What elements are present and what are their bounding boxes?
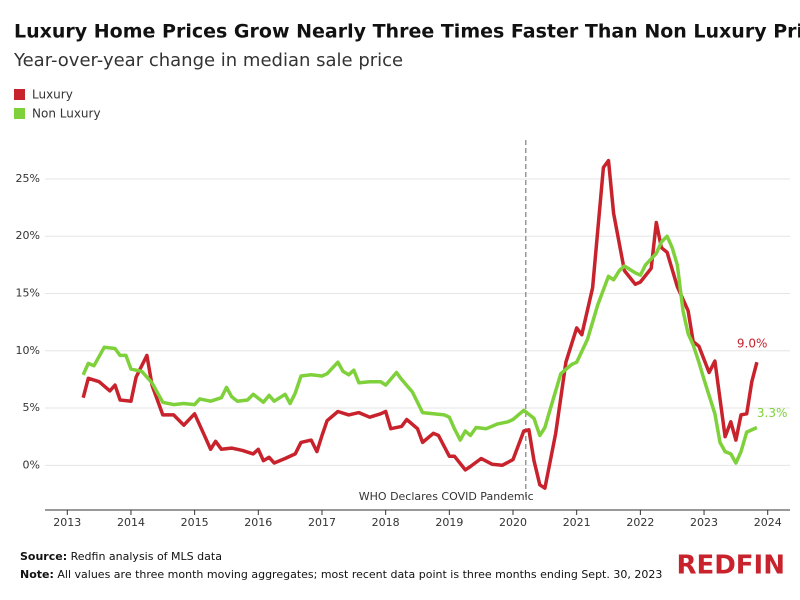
note-text: All values are three month moving aggreg…	[57, 568, 662, 581]
note: Note: All values are three month moving …	[20, 568, 662, 581]
x-tick-label: 2024	[754, 516, 782, 529]
legend-label: Luxury	[32, 88, 73, 102]
chart-subtitle: Year-over-year change in median sale pri…	[13, 50, 403, 71]
series-line	[81, 158, 759, 490]
source-text: Redfin analysis of MLS data	[71, 550, 222, 563]
x-tick-label: 2017	[308, 516, 336, 529]
end-label: 3.3%	[757, 406, 788, 420]
source: Source: Redfin analysis of MLS data	[20, 550, 222, 563]
logo: REDFIN	[676, 551, 785, 581]
x-tick-label: 2013	[53, 516, 81, 529]
x-tick-label: 2021	[563, 516, 591, 529]
series-line	[81, 234, 758, 465]
note-label: Note:	[20, 568, 54, 581]
legend-label: Non Luxury	[32, 107, 101, 121]
chart-title: Luxury Home Prices Grow Nearly Three Tim…	[14, 21, 800, 43]
x-tick-label: 2019	[435, 516, 463, 529]
x-tick-label: 2016	[244, 516, 272, 529]
x-tick-label: 2023	[690, 516, 718, 529]
x-tick-label: 2018	[372, 516, 400, 529]
y-tick-label: 20%	[16, 229, 40, 242]
x-tick-label: 2022	[626, 516, 654, 529]
end-label: 9.0%	[737, 337, 768, 351]
y-tick-label: 5%	[23, 401, 40, 414]
x-tick-label: 2020	[499, 516, 527, 529]
y-tick-label: 25%	[16, 172, 40, 185]
y-tick-label: 10%	[16, 344, 40, 357]
source-label: Source:	[20, 550, 67, 563]
annotation-text: WHO Declares COVID Pandemic	[359, 490, 534, 503]
x-tick-label: 2015	[181, 516, 209, 529]
legend-swatch	[14, 108, 25, 119]
y-tick-label: 15%	[16, 286, 40, 299]
legend-swatch	[14, 89, 25, 100]
x-tick-label: 2014	[117, 516, 145, 529]
y-tick-label: 0%	[23, 458, 40, 471]
